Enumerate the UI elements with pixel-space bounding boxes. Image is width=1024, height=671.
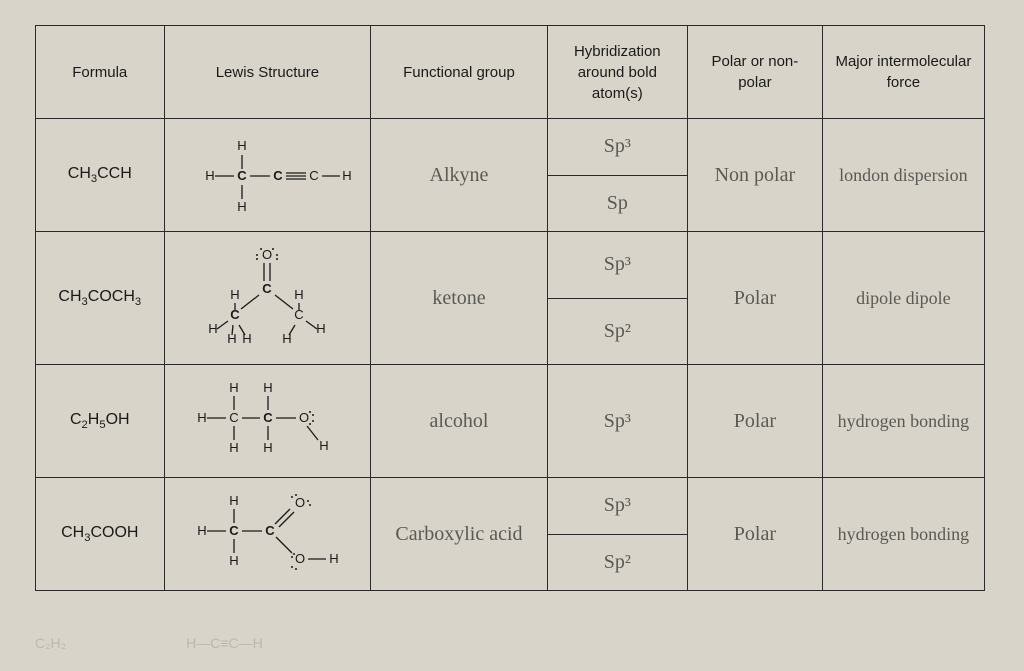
svg-text:H: H	[230, 440, 239, 455]
hybridization-value: Sp²	[548, 535, 687, 591]
svg-text:O: O	[299, 410, 309, 425]
svg-text:H: H	[317, 321, 326, 336]
svg-text:C: C	[310, 168, 319, 183]
formula-cell: C2H5OH	[36, 365, 165, 478]
polarity-cell: Polar	[687, 365, 822, 478]
svg-text:C: C	[263, 281, 273, 296]
lewis-cell: H H H C C O H H	[164, 365, 371, 478]
force-cell: dipole dipole	[822, 232, 984, 365]
header-formula: Formula	[36, 26, 165, 119]
svg-text:C: C	[266, 523, 276, 538]
force-cell: london dispersion	[822, 119, 984, 232]
header-row: Formula Lewis Structure Functional group…	[36, 26, 985, 119]
header-lewis: Lewis Structure	[164, 26, 371, 119]
svg-text:H: H	[198, 523, 207, 538]
lewis-structure: H H H C C O H H	[172, 376, 362, 466]
lewis-cell: O C C C H H H H	[164, 232, 371, 365]
functional-group-cell: alcohol	[371, 365, 547, 478]
svg-text:C: C	[238, 168, 248, 183]
lewis-cell: H H C C H O O	[164, 478, 371, 591]
functional-group-cell: ketone	[371, 232, 547, 365]
svg-text:H: H	[209, 321, 218, 336]
formula-cell: CH3COCH3	[36, 232, 165, 365]
svg-text:O: O	[262, 247, 272, 262]
chemistry-table: Formula Lewis Structure Functional group…	[35, 25, 985, 591]
force-cell: hydrogen bonding	[822, 365, 984, 478]
hybridization-value: Sp³	[548, 232, 687, 299]
svg-text:H: H	[230, 553, 239, 568]
svg-text:H: H	[264, 440, 273, 455]
formula-cell: CH3CCH	[36, 119, 165, 232]
hybridization-cell: Sp³	[547, 365, 687, 478]
svg-text:H: H	[206, 168, 215, 183]
svg-text:H: H	[264, 380, 273, 395]
svg-text:H: H	[238, 199, 247, 214]
lewis-structure: O C C C H H H H	[177, 243, 357, 353]
lewis-structure: H H C H C C H	[182, 135, 352, 215]
hybridization-value: Sp²	[548, 299, 687, 365]
ghost-bleed-row: C₂H₂ H—C≡C—H	[0, 635, 1024, 651]
polarity-cell: Polar	[687, 232, 822, 365]
svg-text:H: H	[230, 380, 239, 395]
svg-text:H: H	[231, 287, 240, 302]
svg-text:H: H	[320, 438, 329, 453]
table-row: CH3CCH H H C H C C H	[36, 119, 985, 232]
hybridization-cell: Sp³ Sp²	[547, 478, 687, 591]
hybridization-value: Sp³	[548, 119, 687, 176]
header-polarity: Polar or non-polar	[687, 26, 822, 119]
ghost-lewis: H—C≡C—H	[186, 635, 263, 651]
formula-cell: CH3COOH	[36, 478, 165, 591]
hybridization-value: Sp³	[548, 478, 687, 535]
polarity-cell: Polar	[687, 478, 822, 591]
svg-text:H: H	[198, 410, 207, 425]
svg-text:O: O	[295, 551, 305, 566]
lewis-structure: H H C C H O O	[172, 487, 362, 582]
svg-text:C: C	[230, 410, 239, 425]
lewis-cell: H H C H C C H	[164, 119, 371, 232]
svg-text:C: C	[264, 410, 274, 425]
svg-text:H: H	[230, 493, 239, 508]
svg-text:C: C	[230, 523, 240, 538]
svg-text:H: H	[330, 551, 339, 566]
svg-text:H: H	[295, 287, 304, 302]
functional-group-cell: Alkyne	[371, 119, 547, 232]
svg-text:H: H	[343, 168, 352, 183]
functional-group-cell: Carboxylic acid	[371, 478, 547, 591]
header-hybridization: Hybridization around bold atom(s)	[547, 26, 687, 119]
polarity-cell: Non polar	[687, 119, 822, 232]
header-functional: Functional group	[371, 26, 547, 119]
hybridization-cell: Sp³ Sp²	[547, 232, 687, 365]
hybridization-value: Sp	[548, 176, 687, 232]
force-cell: hydrogen bonding	[822, 478, 984, 591]
svg-text:O: O	[295, 495, 305, 510]
table-row: CH3COCH3 O C C C H H	[36, 232, 985, 365]
svg-text:H: H	[238, 138, 247, 153]
hybridization-cell: Sp³ Sp	[547, 119, 687, 232]
header-force: Major intermolecular force	[822, 26, 984, 119]
svg-text:C: C	[274, 168, 284, 183]
table-row: CH3COOH H H C C H O	[36, 478, 985, 591]
table-row: C2H5OH H H H C C O H	[36, 365, 985, 478]
ghost-formula: C₂H₂	[35, 635, 66, 651]
